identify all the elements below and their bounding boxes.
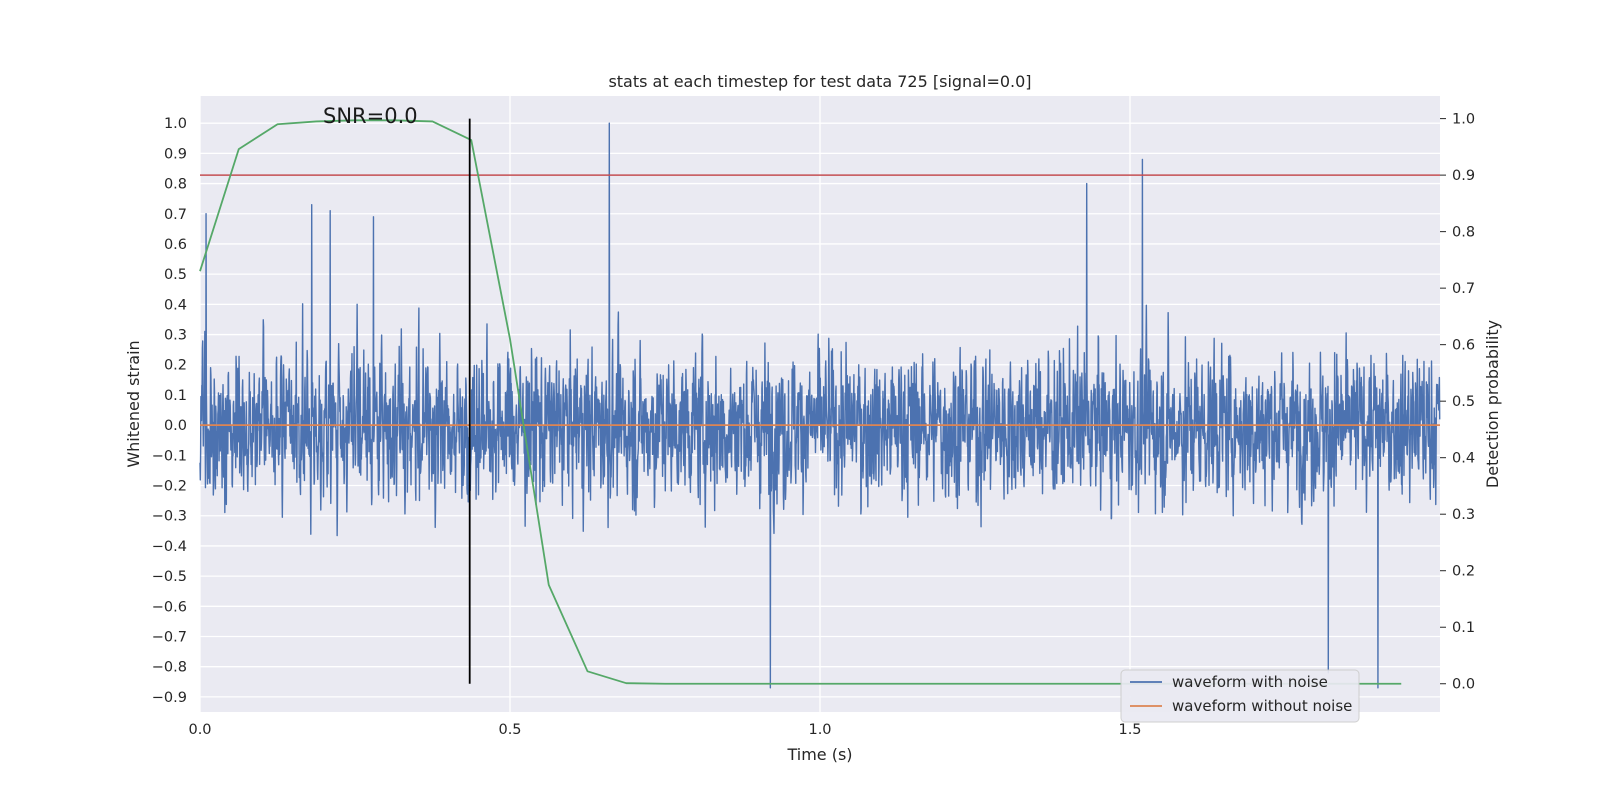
left-y-tick-label: 0.5 <box>164 267 187 283</box>
right-y-tick-label: 0.4 <box>1452 451 1475 467</box>
legend-box <box>1120 669 1360 723</box>
left-y-tick-label: 0.0 <box>164 418 187 434</box>
legend-label-clean: waveform without noise <box>1172 697 1352 715</box>
x-tick-label: 1.0 <box>808 722 831 738</box>
series-layer <box>199 118 1441 689</box>
right-y-tick-label: 0.7 <box>1452 281 1475 297</box>
snr-annotation: SNR=0.0 <box>323 104 418 128</box>
x-tick-label: 0.5 <box>498 722 521 738</box>
left-y-axis-label: Whitened strain <box>124 340 143 467</box>
left-y-tick-label: −0.3 <box>152 509 187 525</box>
left-y-tick-label: −0.9 <box>152 690 187 706</box>
left-y-tick-label: −0.4 <box>152 539 187 555</box>
x-tick-label: 1.5 <box>1118 722 1141 738</box>
left-y-ticks: 1.0 0.9 0.8 0.7 0.6 0.5 0.4 0.3 0.2 0.1 0.0 −0.1 −0.… <box>152 116 187 706</box>
noisy-waveform-line <box>199 122 1441 689</box>
right-y-tick-label: 0.3 <box>1452 507 1475 523</box>
detection-probability-line <box>199 119 1402 685</box>
left-y-tick-label: 0.3 <box>164 328 187 344</box>
left-y-tick-label: 0.6 <box>164 237 187 253</box>
right-y-tick-label: 0.6 <box>1452 338 1475 354</box>
right-y-axis-label: Detection probability <box>1483 320 1502 488</box>
left-y-tick-label: 0.1 <box>164 388 187 404</box>
right-y-tick-label: 0.1 <box>1452 620 1475 636</box>
x-ticks: 0.0 0.5 1.0 1.5 <box>188 722 1141 738</box>
right-y-tick-label: 0.0 <box>1452 677 1475 693</box>
left-y-tick-label: 0.2 <box>164 358 187 374</box>
left-y-tick-label: −0.5 <box>152 569 187 585</box>
right-y-tick-label: 0.2 <box>1452 564 1475 580</box>
left-y-tick-label: −0.6 <box>152 599 187 615</box>
left-y-tick-label: −0.8 <box>152 660 187 676</box>
right-y-tick-label: 0.8 <box>1452 225 1475 241</box>
legend: waveform with noise waveform without noi… <box>1120 669 1360 723</box>
legend-label-noise: waveform with noise <box>1172 673 1328 691</box>
left-y-tick-label: 1.0 <box>164 116 187 132</box>
left-y-tick-label: −0.7 <box>152 630 187 646</box>
chart-title: stats at each timestep for test data 725… <box>608 72 1031 91</box>
right-y-tick-label: 0.5 <box>1452 394 1475 410</box>
right-y-tick-label: 1.0 <box>1452 112 1475 128</box>
x-tick-label: 0.0 <box>188 722 211 738</box>
left-y-tick-label: −0.2 <box>152 479 187 495</box>
left-y-tick-label: 0.9 <box>164 146 187 162</box>
left-y-tick-label: −0.1 <box>152 448 187 464</box>
left-y-tick-label: 0.8 <box>164 177 187 193</box>
right-y-ticks: 1.0 0.9 0.8 0.7 0.6 0.5 0.4 0.3 0.2 0.1 0.0 <box>1440 112 1475 693</box>
left-y-tick-label: 0.4 <box>164 297 187 313</box>
left-y-tick-label: 0.7 <box>164 207 187 223</box>
x-axis-label: Time (s) <box>786 745 852 764</box>
right-y-tick-label: 0.9 <box>1452 168 1475 184</box>
